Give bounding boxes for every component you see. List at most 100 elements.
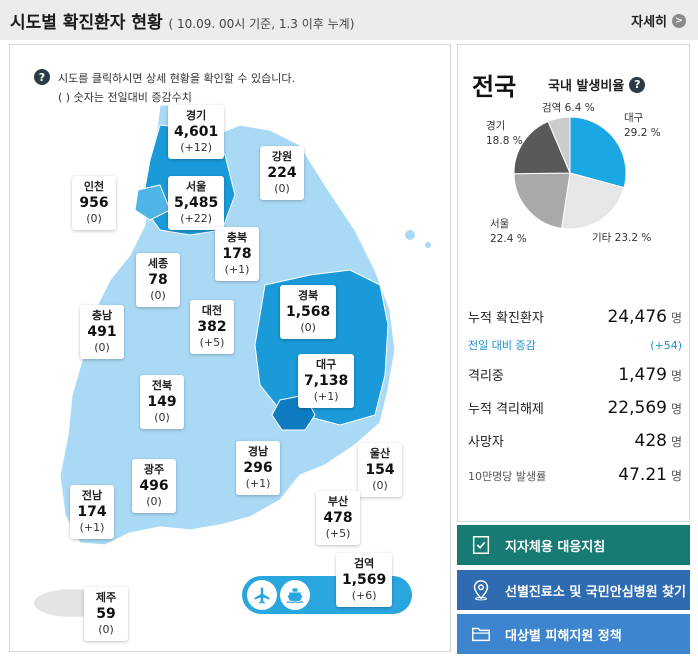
region-name: 제주 [95,591,117,604]
stat-label: 전일 대비 증감 [468,339,536,352]
region-count: 224 [267,165,297,181]
pie-slice-2 [513,172,571,229]
region-jeju[interactable]: 제주 59 (0) [84,587,128,641]
region-gyeongnam[interactable]: 경남 296 (+1) [236,441,280,495]
region-daejeon[interactable]: 대전 382 (+5) [190,300,234,354]
title-subtitle: ( 10.09. 00시 기준, 1.3 이후 누계) [168,17,355,31]
region-incheon[interactable]: 인천 956 (0) [72,176,116,230]
region-gyeongbuk[interactable]: 경북 1,568 (0) [280,285,337,339]
ratio-label: 국내 발생비율 ? [548,75,646,94]
stat-released: 누적 격리해제 22,569 명 [468,398,682,418]
map-help-row: ? 시도를 클릭하시면 상세 현황을 확인할 수 있습니다. ( ) 숫자는 전… [34,69,295,107]
ratio-label-text: 국내 발생비율 [548,79,625,94]
map-island-shape [405,230,415,240]
region-name: 검역 [354,557,375,570]
region-diff: (0) [86,212,102,225]
region-name: 경남 [247,445,269,458]
ship-icon[interactable] [280,580,310,610]
region-count: 496 [139,478,169,494]
region-quarantine[interactable]: 검역 1,569 (+6) [336,553,393,607]
region-jeonbuk[interactable]: 전북 149 (0) [140,375,184,429]
map-help-text: 시도를 클릭하시면 상세 현황을 확인할 수 있습니다. ( ) 숫자는 전일대… [58,69,295,107]
pie-label-other: 기타 23.2 % [592,231,651,246]
region-name: 충북 [226,231,248,244]
region-gwangju[interactable]: 광주 496 (0) [132,459,176,513]
stat-unit: 명 [670,435,682,449]
region-daegu[interactable]: 대구 7,138 (+1) [298,354,355,408]
region-diff: (+1) [79,521,105,534]
region-count: 154 [365,462,395,478]
stat-value: 22,569 [607,398,667,418]
region-name: 경기 [186,109,207,122]
region-count: 4,601 [174,124,219,140]
pie-slices [513,116,627,230]
local-gov-guideline-button[interactable]: 지자체용 대응지침 [457,525,690,565]
map-pin-icon [469,578,493,602]
region-count: 1,569 [342,572,387,588]
stat-value: 428 [634,431,667,451]
header-bar: 시도별 확진환자 현황 ( 10.09. 00시 기준, 1.3 이후 누계) … [0,0,698,40]
pie-label-name: 서울 [490,218,510,230]
region-count: 7,138 [304,373,349,389]
pie-label-quarantine: 검역 6.4 % [542,101,595,116]
region-seoul[interactable]: 서울 5,485 (+22) [168,176,225,230]
region-count: 1,568 [286,304,331,320]
pie-label-name: 기타 [592,232,612,244]
folder-glyph [472,627,490,642]
more-details-link[interactable]: 자세히 > [631,11,686,30]
question-icon[interactable]: ? [629,76,646,93]
pie-label-percent: 6.4 % [564,102,595,114]
pie-label-percent: 29.2 % [624,127,661,139]
region-diff: (+1) [313,390,339,403]
stat-label: 사망자 [468,435,504,450]
title-text: 시도별 확진환자 현황 [10,13,163,33]
region-count: 174 [77,504,107,520]
region-name: 대구 [316,358,337,371]
airplane-icon[interactable] [247,580,277,610]
region-diff: (0) [98,623,114,636]
region-count: 956 [79,195,109,211]
airplane-icon-glyph [254,587,270,604]
region-diff: (+22) [180,212,213,225]
page-title: 시도별 확진환자 현황 ( 10.09. 00시 기준, 1.3 이후 누계) [10,8,354,33]
map-island-shape [425,242,431,248]
region-gyeonggi[interactable]: 경기 4,601 (+12) [168,105,225,159]
region-chungbuk[interactable]: 충북 178 (+1) [215,227,259,281]
region-name: 인천 [83,180,105,193]
region-name: 전북 [151,379,173,392]
region-name: 세종 [147,257,169,270]
region-sejong[interactable]: 세종 78 (0) [136,253,180,307]
ship-icon-glyph [286,588,304,604]
region-diff: (0) [146,495,162,508]
region-count: 178 [222,246,252,262]
stat-daily-change: 전일 대비 증감 (+54) [468,337,682,353]
stat-deaths: 사망자 428 명 [468,431,682,451]
action-label: 선별진료소 및 국민안심병원 찾기 [505,584,687,600]
region-diff: (0) [154,411,170,424]
region-diff: (+5) [325,527,351,540]
region-chungnam[interactable]: 충남 491 (0) [80,305,124,359]
region-busan[interactable]: 부산 478 (+5) [316,491,360,545]
region-ulsan[interactable]: 울산 154 (0) [358,443,402,497]
region-name: 울산 [369,447,391,460]
pie-label-percent: 23.2 % [614,232,652,244]
region-count: 78 [148,272,168,288]
stat-label: 누적 확진환자 [468,311,544,326]
region-name: 광주 [143,463,165,476]
region-count: 149 [147,394,177,410]
stat-value: 1,479 [618,365,667,385]
support-policy-button[interactable]: 대상별 피해지원 정책 [457,614,690,654]
region-jeonnam[interactable]: 전남 174 (+1) [70,485,114,539]
region-name: 서울 [186,180,207,193]
region-count: 491 [87,324,117,340]
document-check-icon [469,533,493,557]
region-gangwon[interactable]: 강원 224 (0) [260,146,304,200]
find-clinic-button[interactable]: 선별진료소 및 국민안심병원 찾기 [457,570,690,610]
pie-label-name: 경기 [486,120,506,132]
pie-label-percent: 18.8 % [486,135,523,147]
stat-label: 누적 격리해제 [468,402,544,417]
region-diff: (+5) [199,336,225,349]
region-name: 경북 [298,289,319,302]
map-help-line-1: 시도를 클릭하시면 상세 현황을 확인할 수 있습니다. [58,72,295,85]
map-incheon-shape [134,184,171,221]
